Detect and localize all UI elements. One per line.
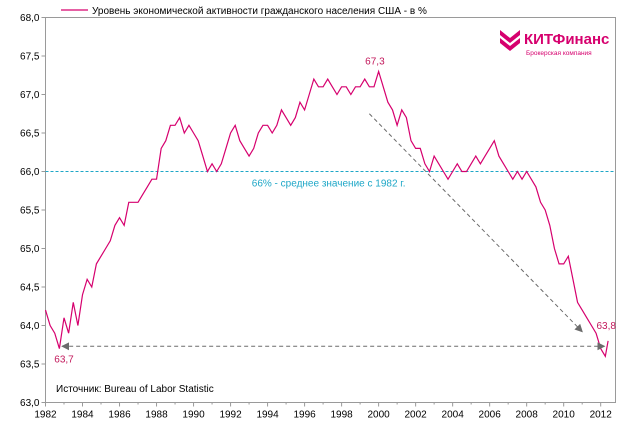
y-tick-label: 64,0 bbox=[20, 321, 40, 332]
legend: Уровень экономической активности граждан… bbox=[61, 6, 427, 17]
x-tick-label: 1998 bbox=[330, 410, 353, 421]
x-tick-label: 1994 bbox=[256, 410, 279, 421]
y-tick-label: 66,0 bbox=[20, 167, 40, 178]
x-tick-label: 2008 bbox=[516, 410, 539, 421]
x-tick-label: 1990 bbox=[182, 410, 205, 421]
decline-arrow bbox=[369, 113, 583, 333]
x-tick-label: 1996 bbox=[293, 410, 316, 421]
y-axis: 63,0 63,5 64,0 64,5 65,0 65,5 66,0 66,5 67,0 67,5… bbox=[20, 13, 46, 409]
y-tick-label: 65,0 bbox=[20, 244, 40, 255]
annotation-peak-2000: 67,3 bbox=[365, 56, 385, 67]
x-tick-label: 1986 bbox=[108, 410, 131, 421]
y-tick-label: 68,0 bbox=[20, 13, 40, 24]
x-tick-label: 2010 bbox=[553, 410, 576, 421]
x-tick-label: 1992 bbox=[219, 410, 242, 421]
y-tick-label: 63,5 bbox=[20, 360, 40, 371]
annotation-low-1983: 63,7 bbox=[54, 355, 74, 366]
x-tick-label: 2000 bbox=[367, 410, 390, 421]
x-tick-label: 1988 bbox=[145, 410, 168, 421]
logo-tagline: Брокерская компания bbox=[526, 50, 592, 57]
x-tick-label: 2004 bbox=[442, 410, 465, 421]
y-tick-label: 67,0 bbox=[20, 90, 40, 101]
x-tick-label: 2006 bbox=[479, 410, 502, 421]
participation-rate-line bbox=[44, 69, 609, 358]
average-reference-label: 66% - среднее значение с 1982 г. bbox=[252, 179, 406, 190]
x-tick-label: 1982 bbox=[34, 410, 57, 421]
y-tick-label: 67,5 bbox=[20, 52, 40, 63]
legend-label: Уровень экономической активности граждан… bbox=[92, 6, 427, 17]
logo-name: КИТФинанс bbox=[524, 31, 609, 48]
x-tick-label: 2012 bbox=[590, 410, 613, 421]
source-note: Источник: Bureau of Labor Statistic bbox=[56, 384, 214, 395]
y-tick-label: 65,5 bbox=[20, 206, 40, 217]
logo-chevron-icon bbox=[500, 30, 520, 51]
x-tick-label: 1984 bbox=[71, 410, 94, 421]
y-tick-label: 64,5 bbox=[20, 283, 40, 294]
y-tick-label: 66,5 bbox=[20, 129, 40, 140]
kit-finance-logo: КИТФинанс Брокерская компания bbox=[500, 30, 609, 57]
annotation-latest-2012: 63,8 bbox=[597, 321, 617, 332]
x-axis: 1982 1984 1986 1988 1990 1992 1994 1996 1998 2000… bbox=[34, 402, 613, 421]
x-tick-label: 2002 bbox=[405, 410, 428, 421]
y-tick-label: 63,0 bbox=[20, 398, 40, 409]
